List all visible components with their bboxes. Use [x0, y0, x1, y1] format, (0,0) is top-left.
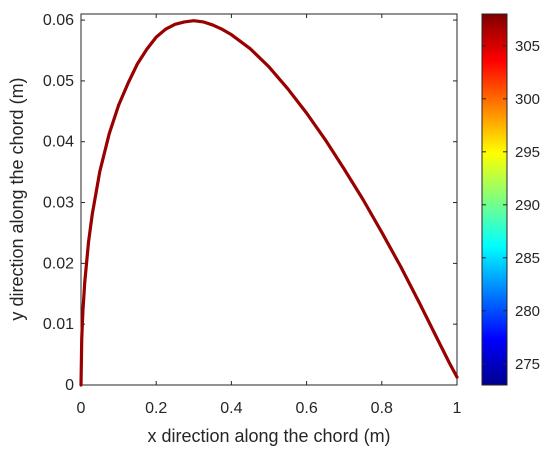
y-tick-label: 0.05 — [43, 73, 74, 90]
x-tick-label: 1 — [453, 400, 462, 417]
colorbar-ticks: 275 280 285 290 295 300 305 — [482, 38, 540, 373]
colorbar-tick-label: 290 — [515, 197, 540, 214]
y-tick-label: 0.01 — [43, 316, 74, 333]
y-tick-label: 0.03 — [43, 195, 74, 212]
y-tick-label: 0.02 — [43, 255, 74, 272]
x-tick-label: 0.4 — [220, 400, 242, 417]
y-tick-label: 0 — [65, 377, 74, 394]
colorbar-gradient — [481, 13, 508, 386]
colorbar-tick-label: 275 — [515, 356, 540, 373]
colorbar-tick-label: 305 — [515, 38, 540, 55]
x-tick-label: 0.6 — [295, 400, 317, 417]
y-tick-label: 0.04 — [43, 134, 74, 151]
y-axis-label: y direction along the chord (m) — [7, 77, 27, 320]
x-tick-label: 0 — [77, 400, 86, 417]
colorbar-tick-label: 285 — [515, 250, 540, 267]
y-tick-label: 0.06 — [43, 12, 74, 29]
plot-frame — [80, 13, 458, 386]
colorbar-tick-label: 280 — [515, 303, 540, 320]
colorbar-tick-label: 295 — [515, 144, 540, 161]
x-axis-label: x direction along the chord (m) — [147, 426, 390, 446]
y-axis-ticks: 0 0.01 0.02 0.03 0.04 0.05 0.06 — [43, 12, 457, 394]
series-line — [79, 19, 459, 387]
plot-area: 0 0.2 0.4 0.6 0.8 1 0 0.01 0.02 0.03 0.04 0.05 0.06 — [43, 12, 462, 417]
x-tick-label: 0.2 — [145, 400, 167, 417]
colorbar: 275 280 285 290 295 300 305 — [481, 13, 540, 386]
x-axis-ticks: 0 0.2 0.4 0.6 0.8 1 — [77, 14, 462, 417]
x-tick-label: 0.8 — [371, 400, 393, 417]
colorbar-tick-label: 300 — [515, 91, 540, 108]
series-layer — [79, 19, 459, 387]
